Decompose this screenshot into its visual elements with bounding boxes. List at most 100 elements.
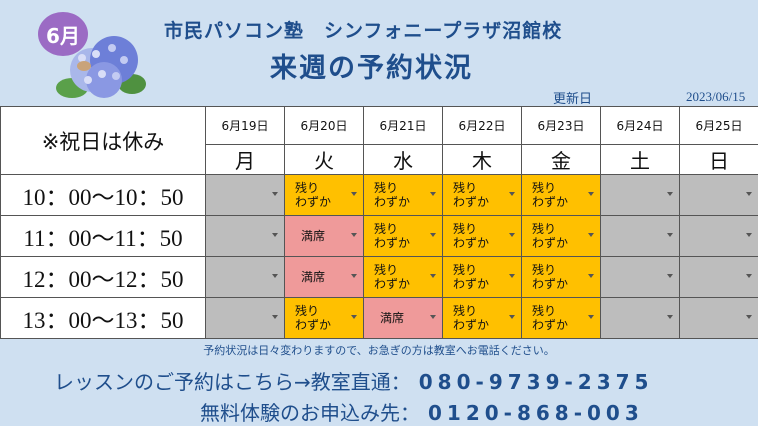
slot-status-dropdown[interactable] xyxy=(601,216,680,257)
school-name: 市民パソコン塾 シンフォニープラザ沼館校 xyxy=(164,16,562,43)
status-few-label: 残りわずか xyxy=(532,257,568,297)
slot-status-dropdown[interactable]: 残りわずか xyxy=(285,298,364,339)
dropdown-caret-icon[interactable] xyxy=(509,315,515,319)
trial-contact: 無料体験のお申込み先： 0120-868-003 xyxy=(200,397,644,426)
slot-status-dropdown[interactable] xyxy=(206,216,285,257)
trial-contact-label: 無料体験のお申込み先： xyxy=(200,401,420,425)
dropdown-caret-icon[interactable] xyxy=(430,315,436,319)
status-few-label: 残りわずか xyxy=(453,257,489,297)
slot-status-dropdown[interactable]: 残りわずか xyxy=(522,175,601,216)
dropdown-caret-icon[interactable] xyxy=(588,274,594,278)
trial-phone[interactable]: 0120-868-003 xyxy=(428,401,644,425)
slot-status-dropdown[interactable]: 残りわずか xyxy=(522,257,601,298)
dropdown-caret-icon[interactable] xyxy=(667,192,673,196)
dropdown-caret-icon[interactable] xyxy=(430,233,436,237)
lesson-contact: レッスンのご予約はこちら→教室直通： 080-9739-2375 xyxy=(54,366,653,395)
slot-status-dropdown[interactable]: 残りわずか xyxy=(364,175,443,216)
slot-status-dropdown[interactable]: 残りわずか xyxy=(443,298,522,339)
dropdown-caret-icon[interactable] xyxy=(272,233,278,237)
dropdown-caret-icon[interactable] xyxy=(351,192,357,196)
dropdown-caret-icon[interactable] xyxy=(746,274,752,278)
slot-status-dropdown[interactable]: 残りわずか xyxy=(522,216,601,257)
dropdown-caret-icon[interactable] xyxy=(272,274,278,278)
dropdown-caret-icon[interactable] xyxy=(746,315,752,319)
time-slot: 11：00〜11：50 xyxy=(1,216,206,257)
header: 6月 市民パソコン塾 シンフォニープラザ沼館校 来週の予約状況 更新日 2023… xyxy=(0,0,758,106)
dropdown-caret-icon[interactable] xyxy=(667,315,673,319)
day-date: 6月25日 xyxy=(680,107,758,145)
day-of-week: 火 xyxy=(285,145,364,175)
day-of-week: 木 xyxy=(443,145,522,175)
day-of-week: 月 xyxy=(206,145,285,175)
dropdown-caret-icon[interactable] xyxy=(588,233,594,237)
slot-status-dropdown[interactable]: 残りわずか xyxy=(364,257,443,298)
dropdown-caret-icon[interactable] xyxy=(588,315,594,319)
slot-status-dropdown[interactable] xyxy=(206,175,285,216)
slot-status-dropdown[interactable] xyxy=(680,216,758,257)
slot-status-dropdown[interactable] xyxy=(680,257,758,298)
lesson-phone[interactable]: 080-9739-2375 xyxy=(419,370,654,394)
dropdown-caret-icon[interactable] xyxy=(667,274,673,278)
slot-status-dropdown[interactable] xyxy=(601,175,680,216)
slot-status-dropdown[interactable]: 残りわずか xyxy=(443,175,522,216)
slot-status-dropdown[interactable]: 満席 xyxy=(285,216,364,257)
slot-status-dropdown[interactable] xyxy=(601,298,680,339)
day-date: 6月24日 xyxy=(601,107,680,145)
slot-status-dropdown[interactable] xyxy=(206,257,285,298)
dropdown-caret-icon[interactable] xyxy=(430,274,436,278)
dropdown-caret-icon[interactable] xyxy=(351,315,357,319)
holiday-note: ※祝日は休み xyxy=(1,107,206,175)
day-of-week: 日 xyxy=(680,145,758,175)
slot-status-dropdown[interactable]: 満席 xyxy=(285,257,364,298)
dropdown-caret-icon[interactable] xyxy=(509,274,515,278)
time-slot: 12：00〜12：50 xyxy=(1,257,206,298)
dropdown-caret-icon[interactable] xyxy=(509,233,515,237)
slot-status-dropdown[interactable]: 残りわずか xyxy=(522,298,601,339)
slot-status-dropdown[interactable]: 満席 xyxy=(364,298,443,339)
dropdown-caret-icon[interactable] xyxy=(667,233,673,237)
slot-status-dropdown[interactable] xyxy=(680,298,758,339)
status-few-label: 残りわずか xyxy=(374,216,410,256)
lesson-contact-label: レッスンのご予約はこちら→教室直通： xyxy=(54,370,411,394)
dropdown-caret-icon[interactable] xyxy=(272,192,278,196)
status-few-label: 残りわずか xyxy=(453,216,489,256)
time-slot-row: 11：00〜11：50 満席 残りわずか 残りわずか 残りわずか xyxy=(1,216,758,257)
slot-status-dropdown[interactable]: 残りわずか xyxy=(443,216,522,257)
dropdown-caret-icon[interactable] xyxy=(588,192,594,196)
dropdown-caret-icon[interactable] xyxy=(746,233,752,237)
status-few-label: 残りわずか xyxy=(453,175,489,215)
page-title: 来週の予約状況 xyxy=(270,46,473,85)
dropdown-caret-icon[interactable] xyxy=(746,192,752,196)
updated-label: 更新日 xyxy=(553,88,592,107)
month-badge: 6月 xyxy=(38,12,88,56)
status-few-label: 残りわずか xyxy=(374,175,410,215)
dropdown-caret-icon[interactable] xyxy=(351,274,357,278)
dropdown-caret-icon[interactable] xyxy=(351,233,357,237)
status-full-label: 満席 xyxy=(380,298,404,338)
day-of-week: 金 xyxy=(522,145,601,175)
status-few-label: 残りわずか xyxy=(453,298,489,338)
day-of-week: 土 xyxy=(601,145,680,175)
availability-note: 予約状況は日々変わりますので、お急ぎの方は教室へお電話ください。 xyxy=(0,342,758,358)
slot-status-dropdown[interactable] xyxy=(206,298,285,339)
dropdown-caret-icon[interactable] xyxy=(509,192,515,196)
slot-status-dropdown[interactable] xyxy=(601,257,680,298)
updated-date: 2023/06/15 xyxy=(686,89,745,105)
day-date: 6月21日 xyxy=(364,107,443,145)
day-date: 6月19日 xyxy=(206,107,285,145)
status-few-label: 残りわずか xyxy=(532,298,568,338)
slot-status-dropdown[interactable]: 残りわずか xyxy=(443,257,522,298)
status-few-label: 残りわずか xyxy=(374,257,410,297)
slot-status-dropdown[interactable]: 残りわずか xyxy=(364,216,443,257)
time-slot: 13：00〜13：50 xyxy=(1,298,206,339)
status-few-label: 残りわずか xyxy=(532,175,568,215)
slot-status-dropdown[interactable] xyxy=(680,175,758,216)
dropdown-caret-icon[interactable] xyxy=(272,315,278,319)
dropdown-caret-icon[interactable] xyxy=(430,192,436,196)
slot-status-dropdown[interactable]: 残りわずか xyxy=(285,175,364,216)
status-few-label: 残りわずか xyxy=(532,216,568,256)
status-full-label: 満席 xyxy=(301,216,325,256)
